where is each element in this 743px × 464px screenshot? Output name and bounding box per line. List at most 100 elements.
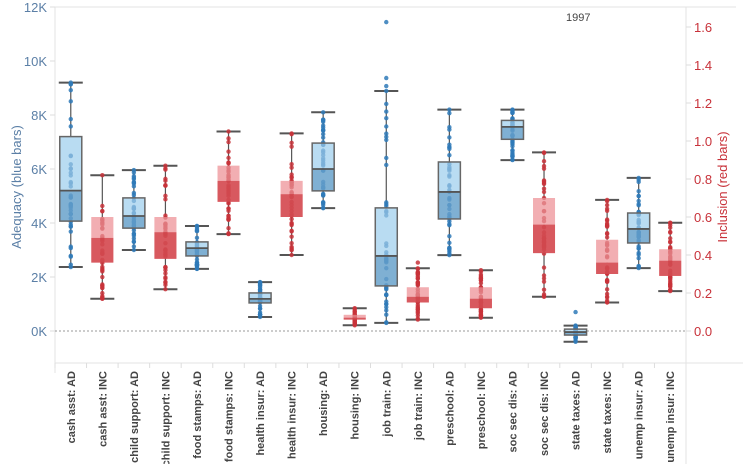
right-tick-label: 1.2 <box>694 96 712 111</box>
data-point <box>320 110 326 115</box>
box-upper-overlay <box>469 287 492 299</box>
box-lower-overlay <box>122 215 145 229</box>
data-point <box>163 282 168 288</box>
x-tick-label: health insur: AD <box>255 371 267 456</box>
data-point <box>541 166 547 171</box>
data-point <box>68 245 73 251</box>
box-upper-overlay <box>438 161 461 192</box>
box-upper-overlay <box>659 249 682 261</box>
data-point <box>604 300 610 305</box>
data-point <box>68 254 73 259</box>
x-tick-label: preschool: INC <box>476 371 488 449</box>
data-point <box>100 209 105 214</box>
box-upper-overlay <box>501 120 524 127</box>
box-group <box>248 279 273 320</box>
data-point <box>131 247 137 253</box>
data-point <box>226 201 231 206</box>
data-point <box>415 266 421 271</box>
data-point <box>415 260 421 265</box>
data-point <box>415 305 421 311</box>
x-tick-label: cash asst: INC <box>97 371 109 447</box>
data-point <box>604 197 610 203</box>
data-point <box>478 307 484 312</box>
data-point <box>289 140 294 146</box>
data-point <box>478 276 484 281</box>
data-point <box>163 271 168 276</box>
x-tick-label: housing: INC <box>350 371 362 439</box>
data-point <box>226 129 231 134</box>
data-point <box>604 206 610 211</box>
box-group <box>216 129 241 237</box>
data-point <box>636 193 641 199</box>
data-point <box>447 127 452 132</box>
data-point <box>668 236 673 241</box>
data-point <box>384 292 389 297</box>
right-tick-label: 0.6 <box>694 210 712 225</box>
data-point <box>604 295 610 300</box>
data-point <box>636 198 641 204</box>
left-tick-label: 12K <box>24 0 47 15</box>
data-point <box>100 285 105 290</box>
data-point <box>604 217 610 222</box>
data-point <box>68 99 73 104</box>
data-point <box>194 257 200 262</box>
box-outline <box>59 135 83 222</box>
right-tick-label: 0.8 <box>694 172 712 187</box>
data-point <box>541 265 547 270</box>
data-point <box>636 179 641 185</box>
plot-frame <box>54 6 743 464</box>
box-upper-overlay <box>249 292 272 299</box>
box-upper-overlay <box>185 241 208 249</box>
box-lower-overlay <box>501 126 524 140</box>
data-point <box>163 276 168 281</box>
box-outline <box>374 207 399 287</box>
data-point <box>289 229 294 234</box>
data-point <box>384 308 389 313</box>
box-upper-overlay <box>375 207 398 256</box>
data-point <box>478 268 484 273</box>
data-point <box>384 320 389 326</box>
data-point <box>194 228 200 234</box>
box-outline <box>626 212 651 244</box>
data-point <box>100 269 105 274</box>
box-group <box>311 110 336 211</box>
box-upper-overlay <box>596 239 619 263</box>
data-point <box>320 131 326 137</box>
data-point <box>100 296 105 301</box>
data-point <box>68 124 73 129</box>
box-lower-overlay <box>343 317 366 320</box>
box-group <box>90 173 115 301</box>
left-axis: 0K 2K 4K 6K 8K 10K 12K <box>24 0 55 339</box>
data-point <box>289 165 294 170</box>
box-outline <box>437 161 462 220</box>
x-tick-label: child support: INC <box>160 371 172 464</box>
data-point <box>100 203 105 209</box>
data-point <box>447 107 452 112</box>
box-group <box>468 268 493 320</box>
data-point <box>384 304 389 310</box>
data-point <box>636 189 641 194</box>
data-point <box>289 240 294 246</box>
data-point <box>668 288 673 294</box>
data-point <box>384 115 389 121</box>
data-point <box>131 175 137 181</box>
data-point <box>510 143 515 149</box>
box-lower-overlay <box>627 228 650 243</box>
box-upper-overlay <box>91 217 114 238</box>
data-point <box>604 291 610 297</box>
data-point <box>447 240 452 246</box>
data-point <box>352 323 357 328</box>
data-point <box>384 137 389 143</box>
left-tick-label: 0K <box>31 324 47 339</box>
left-tick-label: 2K <box>31 270 47 285</box>
box-group <box>437 107 462 258</box>
box-group <box>595 197 620 305</box>
right-axis: 0.0 0.2 0.4 0.6 0.8 1.0 1.2 1.4 1.6 <box>686 20 712 339</box>
box-lower-overlay <box>280 194 303 217</box>
data-point <box>384 101 389 107</box>
data-point <box>131 192 137 198</box>
data-point <box>163 167 168 172</box>
x-tick-label: food stamps: AD <box>192 371 204 459</box>
left-tick-label: 8K <box>31 108 47 123</box>
